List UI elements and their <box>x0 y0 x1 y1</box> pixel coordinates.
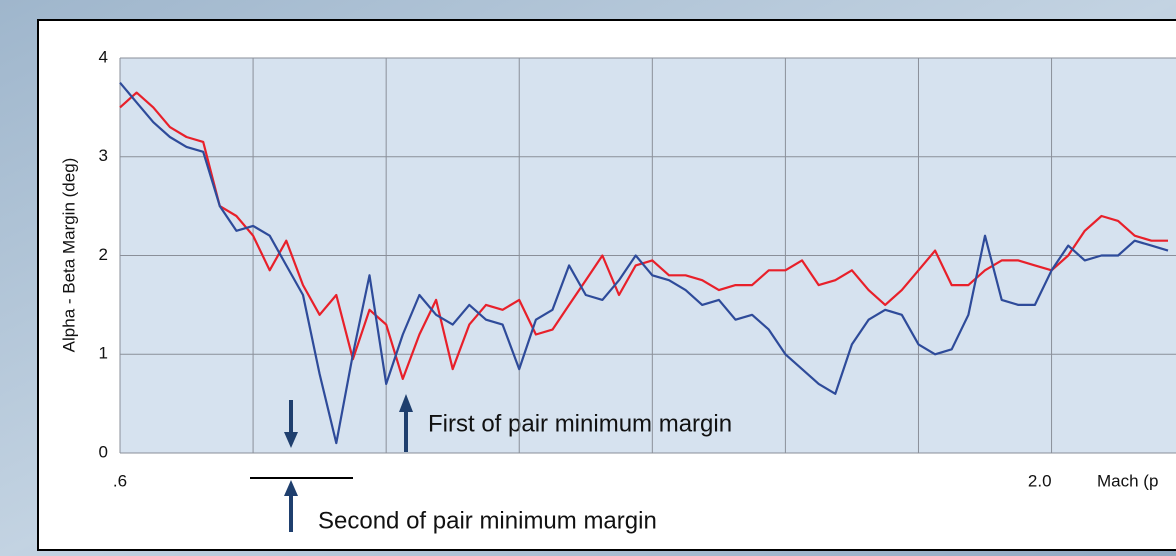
series-line <box>119 81 1169 445</box>
x-tick-label: .6 <box>113 471 127 490</box>
annotation-arrows <box>250 394 413 532</box>
annotation: First of pair minimum margin <box>428 410 732 437</box>
x-axis-label: Mach (p <box>1097 471 1158 490</box>
annotation: Second of pair minimum margin <box>318 507 657 534</box>
x-tick-label: 2.0 <box>1028 471 1052 490</box>
y-tick-label: 4 <box>99 47 108 66</box>
y-tick-label: 2 <box>99 245 108 264</box>
y-tick-label: 0 <box>99 442 108 461</box>
y-axis-label: Alpha - Beta Margin (deg) <box>59 158 78 353</box>
y-tick-label: 1 <box>99 344 108 363</box>
y-tick-label: 3 <box>99 146 108 165</box>
